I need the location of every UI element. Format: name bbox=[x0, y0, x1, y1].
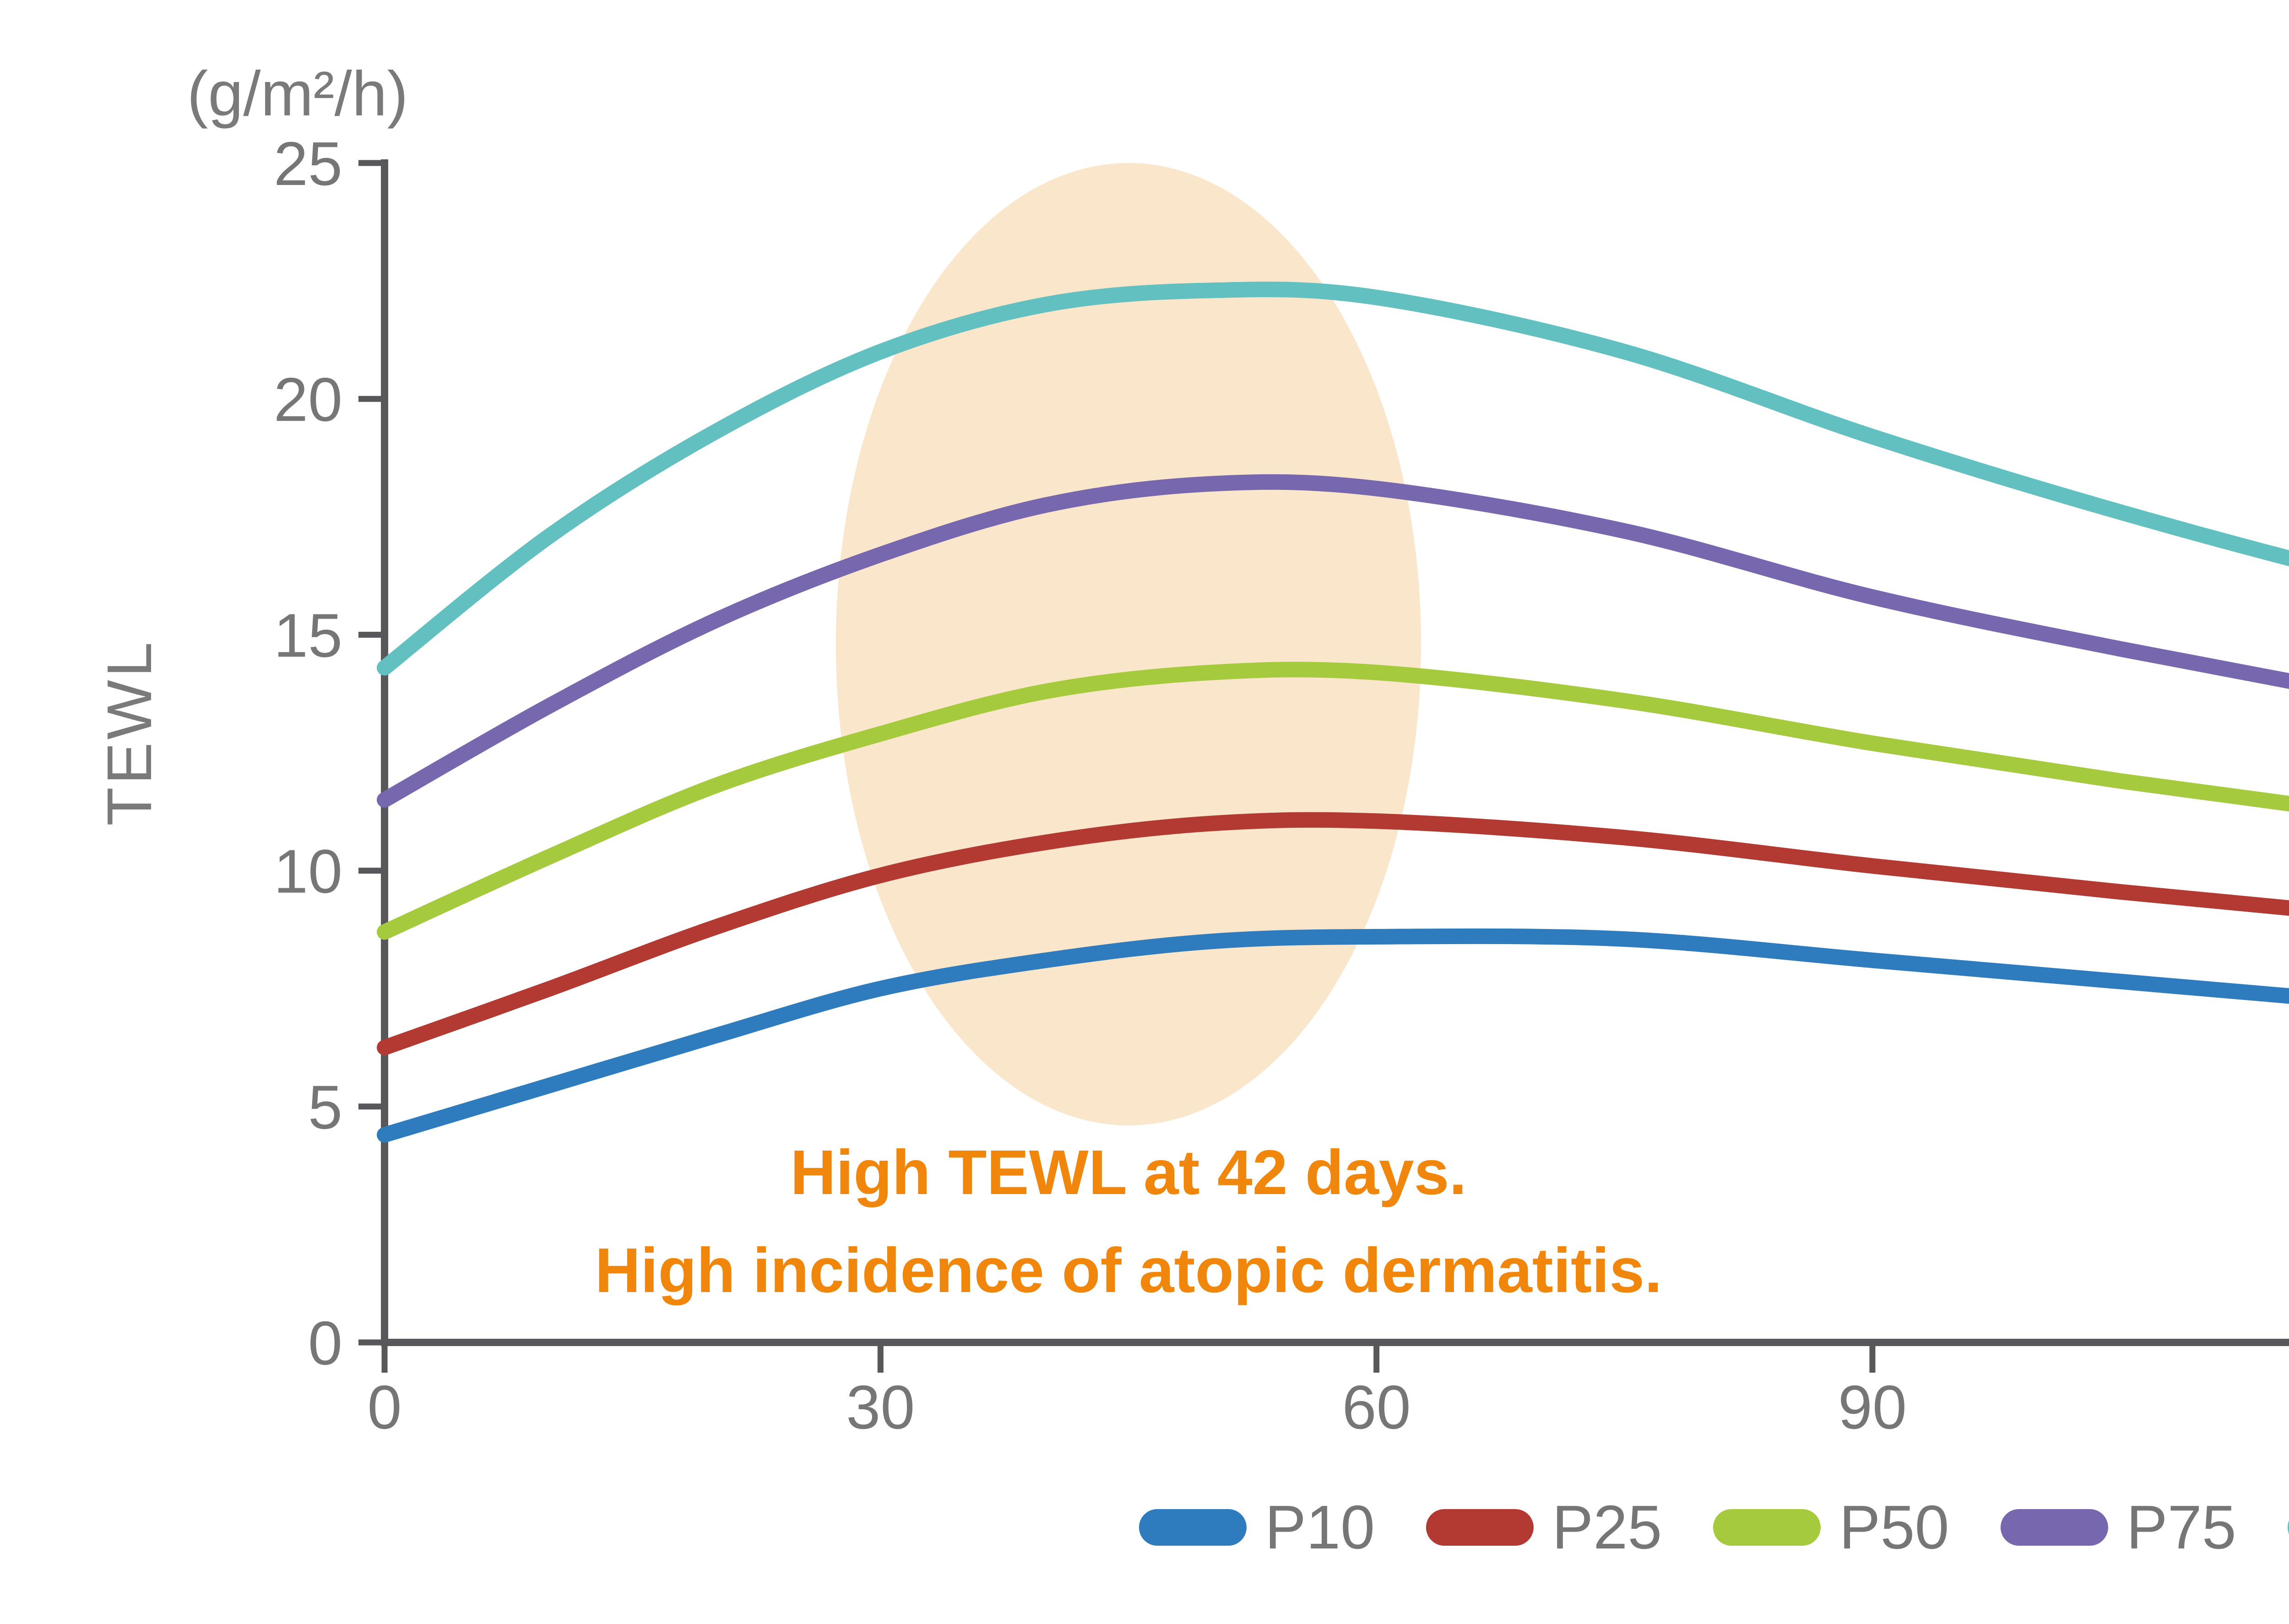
y-axis-unit-label: (g/m²/h) bbox=[187, 59, 408, 129]
legend-swatch-p90 bbox=[2287, 1509, 2289, 1546]
series-line-p90 bbox=[377, 282, 2289, 676]
y-tick-label: 20 bbox=[274, 365, 342, 434]
legend-swatch-p50 bbox=[1713, 1509, 1821, 1546]
legend-item-p10: P10 bbox=[1139, 1496, 1375, 1558]
x-tick-label: 30 bbox=[846, 1373, 915, 1442]
y-axis-title: TEWL bbox=[94, 639, 165, 826]
series-line-p25 bbox=[377, 812, 2289, 1055]
legend-item-p75: P75 bbox=[2000, 1493, 2236, 1562]
y-tick-label: 25 bbox=[274, 129, 342, 198]
y-tick-label: 5 bbox=[308, 1073, 342, 1142]
legend: P10P25P50P75P90 bbox=[1139, 1496, 2289, 1558]
legend-label-p25: P25 bbox=[1552, 1493, 1662, 1562]
legend-item-p25: P25 bbox=[1426, 1496, 1662, 1558]
series-line-p50 bbox=[377, 662, 2289, 940]
legend-label-p10: P10 bbox=[1264, 1493, 1375, 1562]
legend-label-p75: P75 bbox=[2126, 1493, 2236, 1562]
legend-item-p90: P90 bbox=[2287, 1496, 2289, 1558]
x-tick-label: 0 bbox=[367, 1373, 401, 1442]
x-tick-label: 60 bbox=[1342, 1373, 1411, 1442]
legend-swatch-p10 bbox=[1139, 1509, 1247, 1546]
y-tick-label: 10 bbox=[274, 837, 342, 906]
y-tick-label: 15 bbox=[274, 601, 342, 670]
legend-item-p50: P50 bbox=[1713, 1496, 1949, 1558]
annotation-line-2: High incidence of atopic dermatitis. bbox=[595, 1235, 1662, 1306]
series-lines-group bbox=[377, 282, 2289, 1143]
legend-swatch-p75 bbox=[2000, 1509, 2108, 1546]
legend-swatch-p25 bbox=[1426, 1509, 1534, 1546]
highlight-ellipse-group bbox=[835, 163, 1421, 1126]
series-line-p75 bbox=[377, 474, 2289, 808]
y-tick-label: 0 bbox=[308, 1309, 342, 1378]
x-tick-label: 90 bbox=[1838, 1373, 1907, 1442]
axes-group: 05101520250306090120150180 bbox=[274, 129, 2289, 1442]
annotation-line-1: High TEWL at 42 days. bbox=[790, 1137, 1466, 1208]
series-line-p10 bbox=[377, 928, 2289, 1143]
highlight-ellipse bbox=[835, 163, 1421, 1126]
legend-label-p50: P50 bbox=[1839, 1493, 1949, 1562]
